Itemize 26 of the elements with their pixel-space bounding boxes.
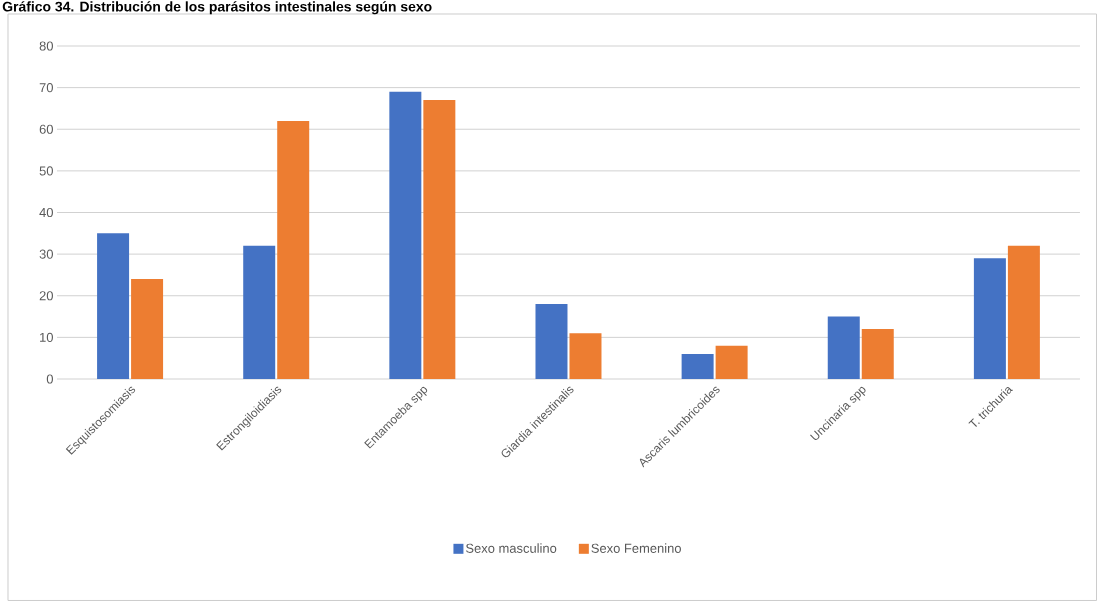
bar	[131, 279, 164, 379]
bar	[861, 329, 894, 379]
bar	[1007, 245, 1040, 379]
y-tick-label: 0	[46, 374, 53, 384]
y-tick-label: 40	[39, 207, 53, 218]
bar	[423, 100, 456, 379]
bar	[715, 345, 748, 379]
chart-title: Gráfico 34. Distribución de los parásitos intestinales según sexo	[2, 1, 432, 15]
bar	[97, 233, 130, 379]
y-tick-label: 50	[39, 166, 53, 176]
y-tick-label: 60	[39, 124, 53, 134]
y-tick-label: 10	[40, 332, 53, 342]
bar	[389, 91, 422, 379]
bar	[243, 245, 276, 379]
y-tick-label: 20	[39, 291, 53, 301]
bar	[277, 120, 310, 379]
legend-label: Sexo masculino	[466, 543, 557, 553]
bar	[973, 258, 1006, 379]
y-tick-label: 80	[39, 41, 53, 51]
y-tick-label: 30	[39, 249, 53, 259]
bar	[681, 354, 714, 379]
bar	[569, 333, 602, 379]
bar	[535, 304, 568, 379]
y-tick-label: 70	[39, 83, 53, 93]
bar	[827, 316, 860, 379]
legend-label: Sexo Femenino	[591, 543, 681, 553]
